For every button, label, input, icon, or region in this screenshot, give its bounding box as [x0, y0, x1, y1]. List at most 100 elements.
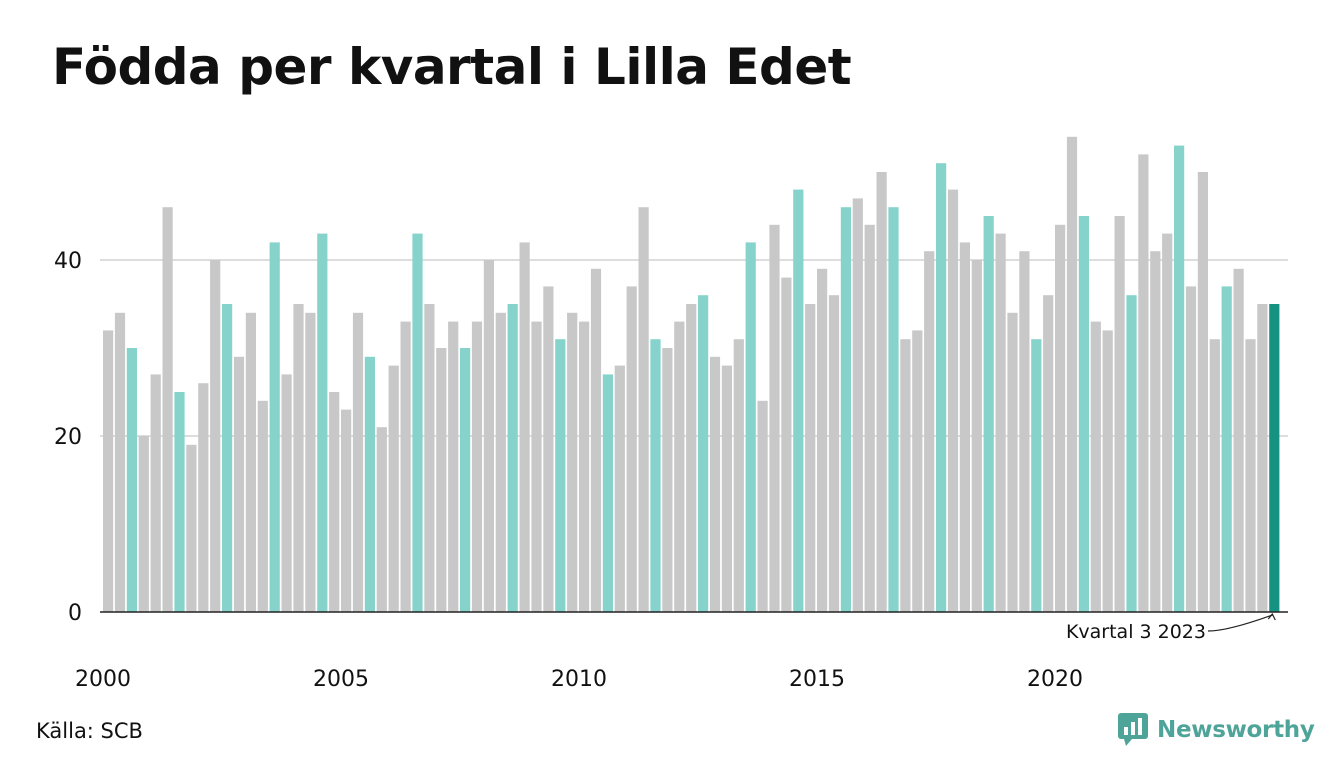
bar [1174, 145, 1185, 612]
bar [543, 286, 554, 612]
bar [757, 400, 768, 612]
bar [436, 348, 447, 612]
bar [174, 392, 185, 612]
bar [448, 321, 459, 612]
bar [233, 356, 245, 612]
bar [840, 207, 851, 612]
bar [1221, 286, 1232, 612]
bar [1197, 172, 1208, 612]
bar [828, 295, 840, 612]
bar [1233, 268, 1244, 612]
bar [1078, 216, 1089, 612]
bar [245, 312, 256, 612]
bar [971, 260, 982, 612]
x-tick-label: 2015 [789, 667, 845, 692]
newsworthy-logo-icon [1118, 713, 1148, 746]
bar [198, 383, 209, 612]
bar [1114, 216, 1125, 612]
bar [269, 242, 280, 612]
bar [924, 251, 935, 612]
annotation-arrow [1207, 614, 1273, 632]
bar [1138, 154, 1149, 612]
bar [1245, 339, 1256, 612]
bar [912, 330, 923, 612]
bar [138, 436, 149, 612]
bar [531, 321, 542, 612]
bar [114, 312, 126, 612]
annotation: Kvartal 3 2023 [1066, 612, 1276, 643]
bar [959, 242, 970, 612]
bar [781, 277, 792, 612]
bar [947, 189, 959, 612]
bar [341, 409, 352, 612]
annotation-label: Kvartal 3 2023 [1066, 621, 1206, 643]
bar [483, 260, 494, 612]
source-note: Källa: SCB [36, 719, 143, 743]
bar [590, 268, 602, 612]
bar [983, 216, 994, 612]
bar [162, 207, 173, 612]
bar [150, 374, 161, 612]
bar [281, 374, 292, 612]
bar [602, 374, 613, 612]
bar [376, 427, 387, 612]
bar [1066, 136, 1078, 613]
bar [293, 304, 304, 612]
bar [686, 304, 697, 612]
bar [1007, 312, 1018, 612]
bar [674, 321, 685, 612]
bar [495, 312, 506, 612]
brand-logo: Newsworthy [1118, 713, 1315, 747]
bar [698, 295, 709, 612]
bar [257, 400, 268, 612]
bar [1031, 339, 1042, 612]
bar [709, 356, 721, 612]
bar [888, 207, 899, 612]
bar [1019, 251, 1030, 612]
bar [805, 304, 816, 612]
y-tick-label: 40 [54, 249, 82, 274]
bar [1209, 339, 1220, 612]
bar [400, 321, 411, 612]
bar [579, 321, 590, 612]
bar [614, 365, 625, 612]
bar [412, 233, 423, 612]
bar [126, 348, 137, 612]
bar [471, 321, 483, 612]
bar [519, 242, 530, 612]
bars [103, 136, 1280, 613]
bar [186, 444, 197, 612]
bar [1055, 224, 1066, 613]
bar [1185, 286, 1197, 612]
bar [1162, 233, 1173, 612]
bar [817, 268, 828, 612]
bar [733, 339, 744, 612]
bar [936, 163, 947, 612]
bar [721, 365, 732, 612]
x-tick-label: 2005 [313, 667, 369, 692]
bar [650, 339, 661, 612]
bar [555, 339, 566, 612]
bar [1269, 304, 1280, 612]
annotation-arrowhead [1267, 612, 1276, 621]
y-tick-label: 20 [54, 425, 82, 450]
bar [1043, 295, 1054, 612]
bar [1102, 330, 1113, 612]
bar [460, 348, 471, 612]
bar [305, 312, 316, 612]
bar [507, 304, 518, 612]
bar [317, 233, 328, 612]
bar [745, 242, 756, 612]
bar [352, 312, 364, 612]
chart-title: Födda per kvartal i Lilla Edet [52, 38, 852, 96]
brand-name: Newsworthy [1157, 717, 1315, 743]
bar [995, 233, 1006, 612]
x-tick-label: 2000 [75, 667, 131, 692]
bar [1150, 251, 1161, 612]
axes: 0 20 40 2000 2005 2010 2015 2020 [54, 249, 1288, 692]
bar [1090, 321, 1101, 612]
bar [103, 330, 114, 612]
bar [567, 312, 578, 612]
bar [1257, 304, 1268, 612]
